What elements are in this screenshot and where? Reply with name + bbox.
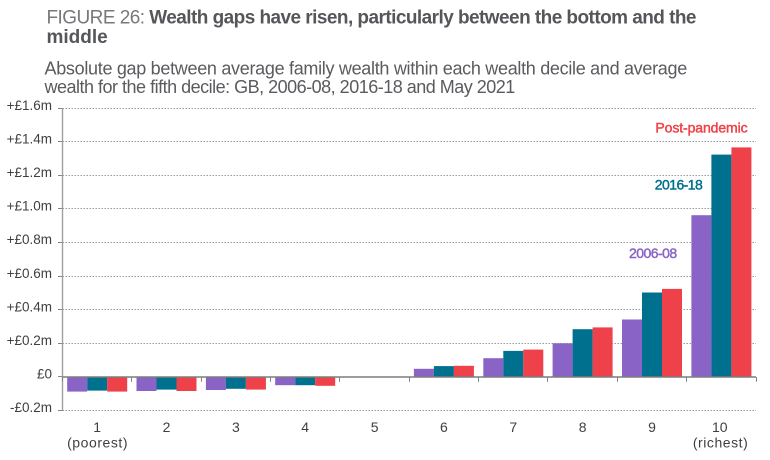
svg-text:+£0.6m: +£0.6m xyxy=(7,266,52,281)
svg-text:(poorest): (poorest) xyxy=(67,435,128,451)
svg-text:£0: £0 xyxy=(37,367,52,382)
svg-text:1: 1 xyxy=(93,419,101,435)
svg-text:+£1.6m: +£1.6m xyxy=(7,98,52,113)
svg-text:7: 7 xyxy=(509,419,517,435)
svg-text:5: 5 xyxy=(371,419,379,435)
svg-text:8: 8 xyxy=(579,419,587,435)
svg-text:Absolute gap between average f: Absolute gap between average family weal… xyxy=(45,58,688,78)
svg-text:Post-pandemic: Post-pandemic xyxy=(655,119,747,135)
svg-text:+£0.2m: +£0.2m xyxy=(7,333,52,348)
svg-text:2016-18: 2016-18 xyxy=(655,176,703,192)
svg-text:+£0.8m: +£0.8m xyxy=(7,232,52,247)
svg-text:wealth for the fifth decile: G: wealth for the fifth decile: GB, 2006-08… xyxy=(44,77,516,97)
svg-text:3: 3 xyxy=(232,419,240,435)
svg-text:4: 4 xyxy=(301,419,309,435)
svg-text:2: 2 xyxy=(163,419,171,435)
svg-text:(richest): (richest) xyxy=(693,435,749,451)
svg-text:9: 9 xyxy=(648,419,656,435)
svg-text:middle: middle xyxy=(47,27,108,48)
svg-text:+£0.4m: +£0.4m xyxy=(7,299,52,314)
svg-text:6: 6 xyxy=(440,419,448,435)
svg-text:10: 10 xyxy=(712,419,728,435)
svg-text:FIGURE 26: Wealth gaps have ri: FIGURE 26: Wealth gaps have risen, parti… xyxy=(47,8,696,29)
svg-text:+£1.2m: +£1.2m xyxy=(7,165,52,180)
svg-text:+£1.4m: +£1.4m xyxy=(7,131,52,146)
svg-text:2006-08: 2006-08 xyxy=(629,245,677,261)
svg-text:-£0.2m: -£0.2m xyxy=(10,400,52,415)
svg-text:+£1.0m: +£1.0m xyxy=(7,199,52,214)
